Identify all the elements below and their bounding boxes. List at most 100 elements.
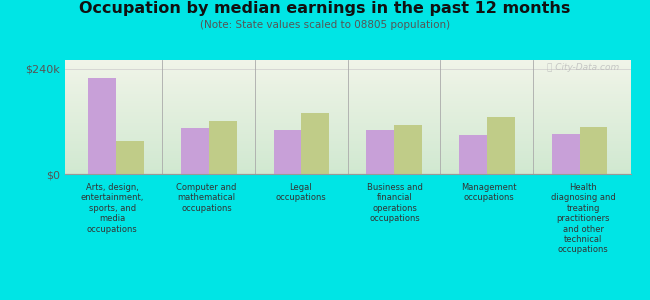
- Bar: [65, 107, 630, 108]
- Bar: [65, 158, 630, 159]
- Bar: [65, 125, 630, 126]
- Bar: [580, 127, 607, 174]
- Text: Management
occupations: Management occupations: [462, 183, 517, 203]
- Bar: [65, 119, 630, 120]
- Bar: [65, 132, 630, 133]
- Bar: [65, 111, 630, 112]
- Bar: [65, 169, 630, 171]
- Bar: [65, 117, 630, 118]
- Bar: [65, 97, 630, 98]
- Bar: [65, 154, 630, 156]
- Bar: [65, 69, 630, 70]
- Bar: [65, 166, 630, 167]
- Bar: [65, 172, 630, 173]
- Bar: [487, 117, 515, 174]
- Bar: [65, 60, 630, 61]
- Bar: [65, 115, 630, 116]
- Text: Occupation by median earnings in the past 12 months: Occupation by median earnings in the pas…: [79, 2, 571, 16]
- Bar: [209, 122, 237, 174]
- Bar: [65, 126, 630, 127]
- Bar: [65, 139, 630, 140]
- Bar: [65, 112, 630, 114]
- Bar: [65, 88, 630, 90]
- Bar: [459, 134, 487, 174]
- Bar: [65, 66, 630, 67]
- Bar: [65, 116, 630, 117]
- Bar: [65, 84, 630, 85]
- Bar: [88, 77, 116, 174]
- Bar: [65, 78, 630, 80]
- Bar: [65, 159, 630, 160]
- Bar: [65, 173, 630, 174]
- Bar: [65, 150, 630, 151]
- Bar: [65, 87, 630, 88]
- Bar: [65, 146, 630, 147]
- Bar: [65, 70, 630, 71]
- Bar: [65, 134, 630, 135]
- Bar: [274, 130, 302, 174]
- Bar: [65, 61, 630, 62]
- Bar: [65, 156, 630, 157]
- Bar: [65, 133, 630, 134]
- Bar: [65, 130, 630, 131]
- Bar: [65, 71, 630, 73]
- Bar: [65, 128, 630, 130]
- Bar: [65, 118, 630, 119]
- Bar: [65, 148, 630, 149]
- Bar: [65, 168, 630, 169]
- Bar: [65, 73, 630, 74]
- Bar: [65, 136, 630, 137]
- Bar: [65, 124, 630, 125]
- Bar: [65, 94, 630, 95]
- Bar: [65, 91, 630, 92]
- Bar: [65, 95, 630, 97]
- Bar: [65, 76, 630, 77]
- Bar: [65, 74, 630, 75]
- Bar: [65, 86, 630, 87]
- Bar: [552, 134, 580, 174]
- Bar: [65, 68, 630, 69]
- Bar: [65, 77, 630, 78]
- Bar: [65, 143, 630, 144]
- Bar: [65, 103, 630, 104]
- Bar: [65, 108, 630, 109]
- Bar: [65, 100, 630, 101]
- Bar: [65, 135, 630, 136]
- Bar: [65, 90, 630, 91]
- Bar: [65, 141, 630, 142]
- Text: (Note: State values scaled to 08805 population): (Note: State values scaled to 08805 popu…: [200, 20, 450, 29]
- Text: Business and
financial
operations
occupations: Business and financial operations occupa…: [367, 183, 422, 223]
- Bar: [65, 63, 630, 64]
- Bar: [65, 151, 630, 152]
- Text: Health
diagnosing and
treating
practitioners
and other
technical
occupations: Health diagnosing and treating practitio…: [551, 183, 616, 254]
- Bar: [367, 130, 394, 174]
- Bar: [65, 171, 630, 172]
- Bar: [65, 123, 630, 124]
- Text: Ⓣ City-Data.com: Ⓣ City-Data.com: [547, 63, 619, 72]
- Bar: [181, 128, 209, 174]
- Text: Arts, design,
entertainment,
sports, and
media
occupations: Arts, design, entertainment, sports, and…: [81, 183, 144, 234]
- Bar: [65, 98, 630, 99]
- Bar: [65, 131, 630, 132]
- Text: Legal
occupations: Legal occupations: [275, 183, 326, 203]
- Bar: [65, 122, 630, 123]
- Bar: [65, 140, 630, 141]
- Bar: [65, 106, 630, 107]
- Bar: [65, 82, 630, 83]
- Bar: [302, 112, 329, 174]
- Bar: [65, 147, 630, 148]
- Bar: [65, 85, 630, 86]
- Bar: [116, 141, 144, 174]
- Bar: [65, 109, 630, 110]
- Bar: [65, 149, 630, 150]
- Bar: [65, 99, 630, 100]
- Bar: [65, 101, 630, 102]
- Bar: [65, 167, 630, 168]
- Bar: [65, 92, 630, 93]
- Bar: [65, 104, 630, 106]
- Bar: [65, 152, 630, 154]
- Bar: [65, 161, 630, 163]
- Bar: [65, 165, 630, 166]
- Bar: [394, 125, 422, 174]
- Bar: [65, 144, 630, 145]
